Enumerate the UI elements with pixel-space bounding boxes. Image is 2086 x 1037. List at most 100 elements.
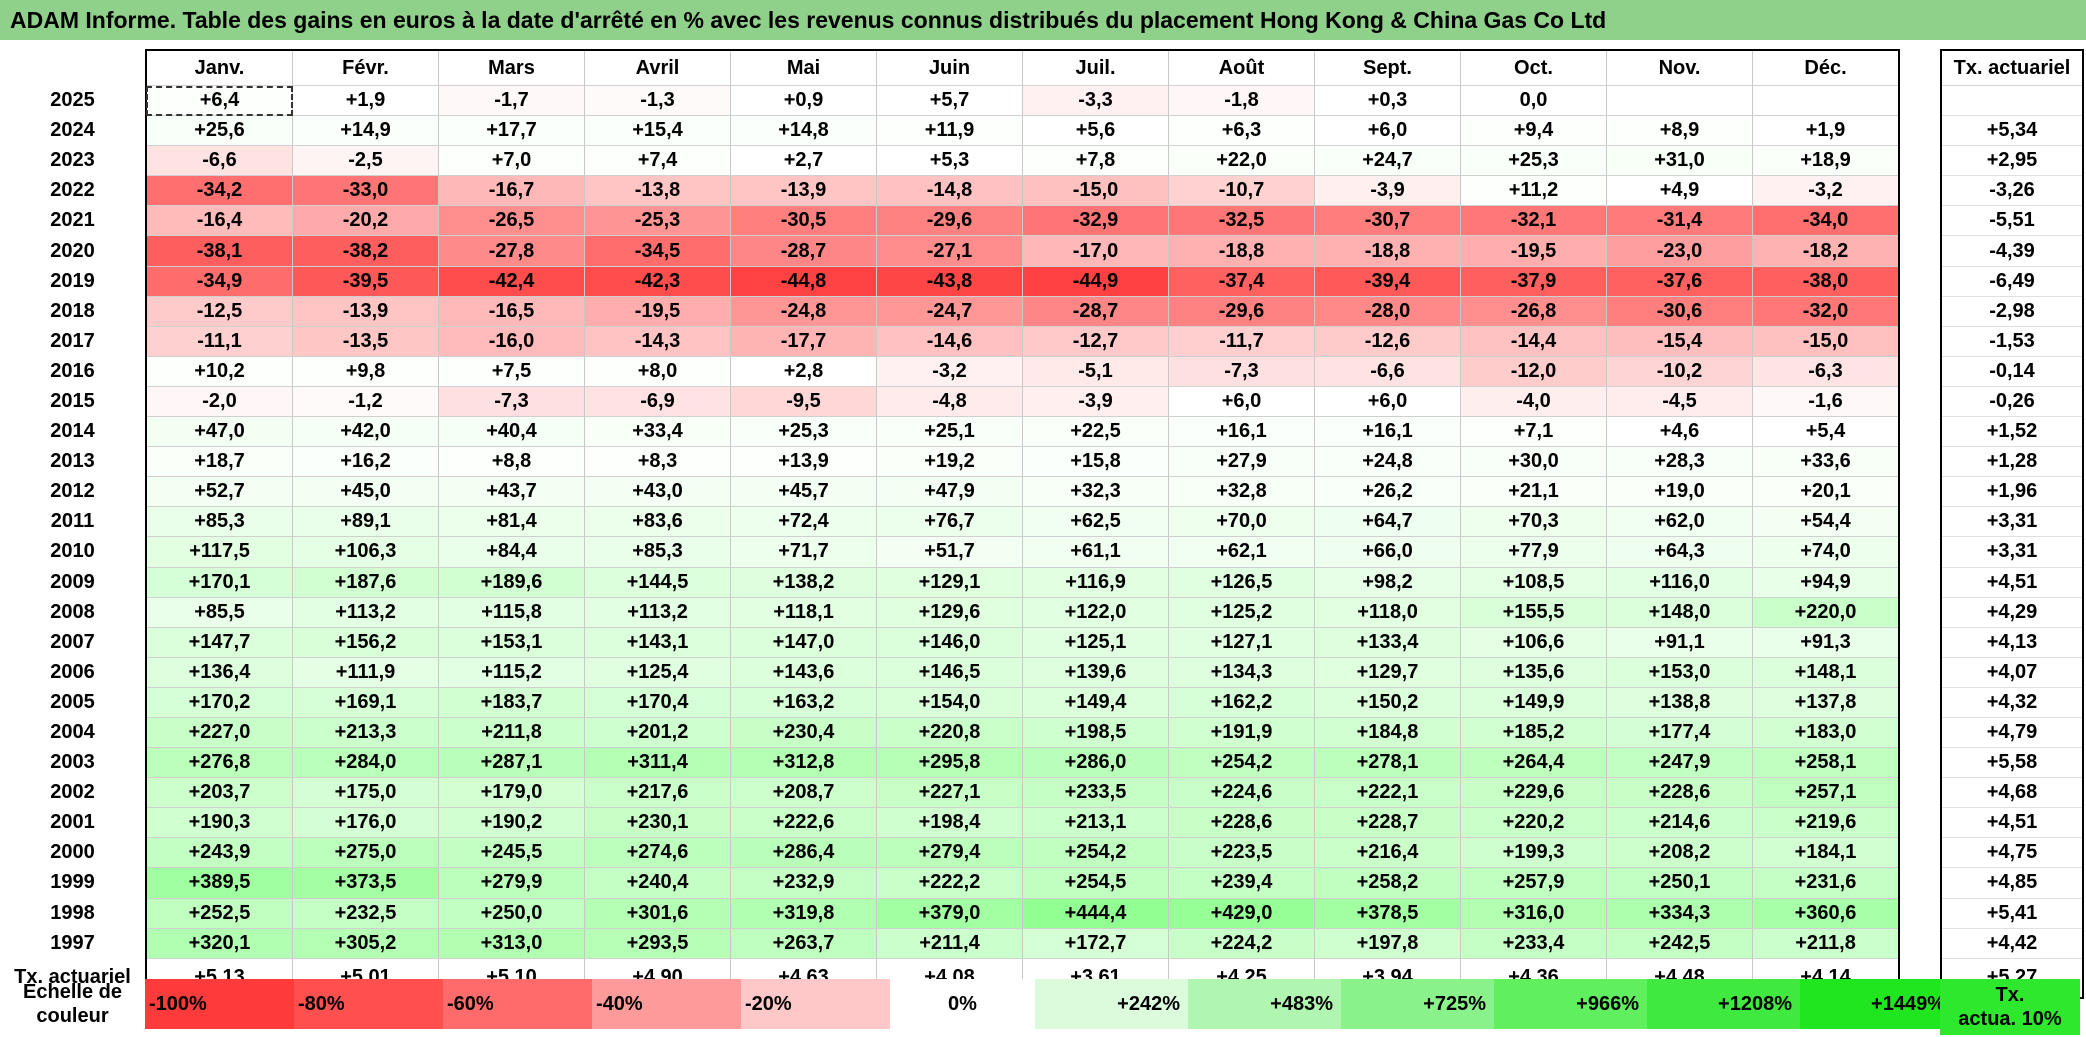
gain-cell[interactable]: +6,0 — [1168, 386, 1315, 418]
gain-cell[interactable]: +84,4 — [438, 536, 585, 568]
gain-cell[interactable]: +284,0 — [292, 747, 439, 779]
gain-cell[interactable]: -15,0 — [1752, 326, 1900, 357]
gain-cell[interactable]: +4,9 — [1606, 175, 1753, 207]
gain-cell[interactable]: +32,3 — [1022, 476, 1169, 508]
gain-cell[interactable]: +143,1 — [584, 627, 731, 658]
gain-cell[interactable]: -3,9 — [1314, 175, 1461, 207]
gain-cell[interactable]: -2,5 — [292, 145, 439, 177]
gain-cell[interactable]: +222,2 — [876, 867, 1023, 899]
gain-cell[interactable]: +8,0 — [584, 356, 731, 387]
gain-cell[interactable]: -34,0 — [1752, 205, 1900, 237]
gain-cell[interactable]: +247,9 — [1606, 747, 1753, 779]
gain-cell[interactable]: +133,4 — [1314, 627, 1461, 658]
gain-cell[interactable]: +106,6 — [1460, 627, 1607, 658]
gain-cell[interactable]: +146,5 — [876, 657, 1023, 688]
gain-cell[interactable]: +154,0 — [876, 687, 1023, 718]
gain-cell[interactable]: +115,2 — [438, 657, 585, 688]
gain-cell[interactable]: +14,8 — [730, 115, 877, 147]
gain-cell[interactable]: +89,1 — [292, 506, 439, 538]
gain-cell[interactable]: -13,8 — [584, 175, 731, 207]
gain-cell[interactable]: +199,3 — [1460, 837, 1607, 869]
gain-cell[interactable]: -4,5 — [1606, 386, 1753, 418]
gain-cell[interactable]: +54,4 — [1752, 506, 1900, 538]
gain-cell[interactable]: +70,3 — [1460, 506, 1607, 538]
gain-cell[interactable]: +185,2 — [1460, 717, 1607, 749]
gain-cell[interactable]: +6,0 — [1314, 115, 1461, 147]
gain-cell[interactable]: +64,7 — [1314, 506, 1461, 538]
gain-cell[interactable]: +223,5 — [1168, 837, 1315, 869]
gain-cell[interactable]: +8,3 — [584, 446, 731, 478]
gain-cell[interactable]: +24,8 — [1314, 446, 1461, 478]
gain-cell[interactable]: +70,0 — [1168, 506, 1315, 538]
gain-cell[interactable]: +26,2 — [1314, 476, 1461, 508]
gain-cell[interactable]: +115,8 — [438, 597, 585, 628]
gain-cell[interactable]: +13,9 — [730, 446, 877, 478]
gain-cell[interactable]: +201,2 — [584, 717, 731, 749]
gain-cell[interactable]: -19,5 — [1460, 235, 1607, 267]
gain-cell[interactable]: -14,3 — [584, 326, 731, 357]
gain-cell[interactable]: -37,9 — [1460, 266, 1607, 297]
gain-cell[interactable]: -16,5 — [438, 296, 585, 327]
gain-cell[interactable]: -18,2 — [1752, 235, 1900, 267]
gain-cell[interactable]: +149,4 — [1022, 687, 1169, 718]
gain-cell[interactable]: -19,5 — [584, 296, 731, 327]
gain-cell[interactable]: -1,3 — [584, 85, 731, 117]
gain-cell[interactable]: -11,7 — [1168, 326, 1315, 357]
gain-cell[interactable]: +40,4 — [438, 416, 585, 448]
gain-cell[interactable]: +85,3 — [584, 536, 731, 568]
gain-cell[interactable]: +155,5 — [1460, 597, 1607, 628]
gain-cell[interactable]: +378,5 — [1314, 898, 1461, 929]
gain-cell[interactable]: +198,5 — [1022, 717, 1169, 749]
gain-cell[interactable]: 0,0 — [1460, 85, 1607, 117]
gain-cell[interactable]: +228,6 — [1168, 807, 1315, 839]
gain-cell[interactable]: +22,0 — [1168, 145, 1315, 177]
gain-cell[interactable]: +232,5 — [292, 898, 439, 929]
gain-cell[interactable]: +190,2 — [438, 807, 585, 839]
gain-cell[interactable]: +279,9 — [438, 867, 585, 899]
gain-cell[interactable]: +31,0 — [1606, 145, 1753, 177]
gain-cell[interactable]: +113,2 — [584, 597, 731, 628]
gain-cell[interactable]: +190,3 — [145, 807, 293, 839]
gain-cell[interactable]: -27,8 — [438, 235, 585, 267]
gain-cell[interactable]: +4,6 — [1606, 416, 1753, 448]
gain-cell[interactable]: -3,2 — [876, 356, 1023, 387]
gain-cell[interactable]: +170,2 — [145, 687, 293, 718]
gain-cell[interactable]: +45,7 — [730, 476, 877, 508]
gain-cell[interactable]: +172,7 — [1022, 928, 1169, 959]
gain-cell[interactable]: -10,2 — [1606, 356, 1753, 387]
gain-cell[interactable]: +126,5 — [1168, 567, 1315, 598]
gain-cell[interactable]: +176,0 — [292, 807, 439, 839]
gain-cell[interactable]: +5,7 — [876, 85, 1023, 117]
gain-cell[interactable]: +7,8 — [1022, 145, 1169, 177]
gain-cell[interactable]: +2,7 — [730, 145, 877, 177]
gain-cell[interactable]: +1,9 — [1752, 115, 1900, 147]
gain-cell[interactable]: +19,2 — [876, 446, 1023, 478]
gain-cell[interactable]: -28,7 — [1022, 296, 1169, 327]
gain-cell[interactable]: -25,3 — [584, 205, 731, 237]
gain-cell[interactable]: -5,1 — [1022, 356, 1169, 387]
gain-cell[interactable]: -32,1 — [1460, 205, 1607, 237]
gain-cell[interactable]: +18,7 — [145, 446, 293, 478]
gain-cell[interactable]: -42,4 — [438, 266, 585, 297]
gain-cell[interactable]: +230,1 — [584, 807, 731, 839]
gain-cell[interactable]: -14,8 — [876, 175, 1023, 207]
gain-cell[interactable]: +177,4 — [1606, 717, 1753, 749]
gain-cell[interactable]: -16,4 — [145, 205, 293, 237]
gain-cell[interactable]: +214,6 — [1606, 807, 1753, 839]
gain-cell[interactable]: +153,0 — [1606, 657, 1753, 688]
gain-cell[interactable]: +211,8 — [1752, 928, 1900, 959]
gain-cell[interactable]: -44,8 — [730, 266, 877, 297]
gain-cell[interactable]: -18,8 — [1314, 235, 1461, 267]
gain-cell[interactable]: +275,0 — [292, 837, 439, 869]
gain-cell[interactable]: -2,0 — [145, 386, 293, 418]
gain-cell[interactable]: +147,0 — [730, 627, 877, 658]
gain-cell[interactable]: -6,6 — [1314, 356, 1461, 387]
gain-cell[interactable]: +295,8 — [876, 747, 1023, 779]
gain-cell[interactable]: +25,3 — [730, 416, 877, 448]
gain-cell[interactable]: +129,1 — [876, 567, 1023, 598]
gain-cell[interactable]: +85,3 — [145, 506, 293, 538]
gain-cell[interactable]: +220,0 — [1752, 597, 1900, 628]
gain-cell[interactable]: +444,4 — [1022, 898, 1169, 929]
gain-cell[interactable]: +62,1 — [1168, 536, 1315, 568]
gain-cell[interactable]: +129,7 — [1314, 657, 1461, 688]
